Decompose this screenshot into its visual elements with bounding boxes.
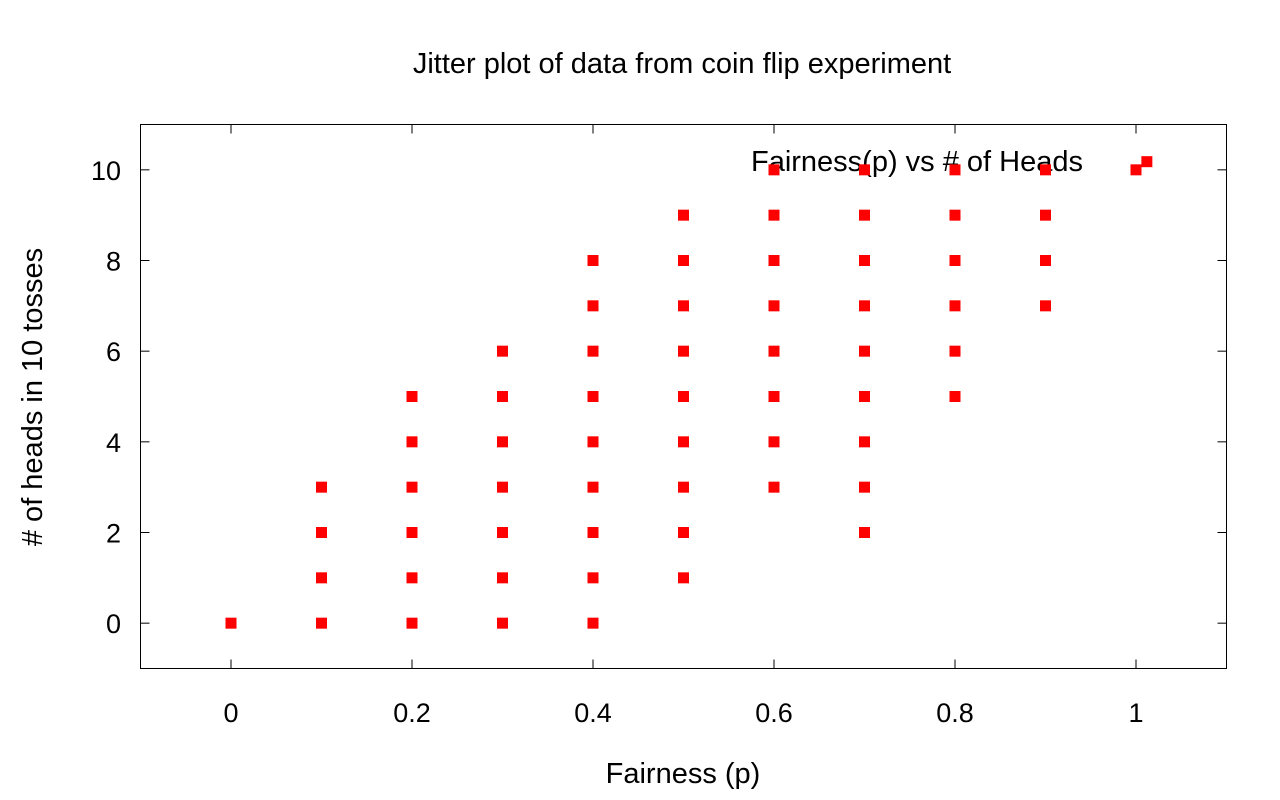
data-point xyxy=(678,391,689,402)
data-point xyxy=(497,527,508,538)
data-point xyxy=(678,527,689,538)
data-point xyxy=(497,481,508,493)
data-point xyxy=(1040,255,1051,266)
data-point xyxy=(497,572,508,584)
data-point xyxy=(768,436,780,448)
data-point xyxy=(678,300,689,312)
data-point xyxy=(587,255,599,266)
data-point xyxy=(768,391,780,402)
data-point xyxy=(768,255,780,266)
data-point xyxy=(859,391,870,402)
data-point xyxy=(406,527,418,538)
data-point xyxy=(949,255,961,266)
data-point xyxy=(225,617,237,629)
data-point xyxy=(768,481,780,493)
data-point xyxy=(587,527,599,538)
data-point xyxy=(949,345,961,357)
data-point xyxy=(406,436,418,448)
y-axis-label: # of heads in 10 tosses xyxy=(17,248,49,546)
data-point xyxy=(859,209,870,221)
data-point xyxy=(768,345,780,357)
data-point xyxy=(678,255,689,266)
data-point xyxy=(316,481,327,493)
data-point xyxy=(949,209,961,221)
data-points xyxy=(225,156,1153,629)
data-point xyxy=(678,572,689,584)
data-point xyxy=(768,164,780,176)
data-point xyxy=(859,436,870,448)
chart-title: Jitter plot of data from coin flip exper… xyxy=(413,48,951,80)
y-tick-label: 10 xyxy=(91,156,121,186)
data-point xyxy=(406,617,418,629)
data-point xyxy=(678,345,689,357)
y-tick-label: 6 xyxy=(106,337,121,367)
data-point xyxy=(859,164,870,176)
data-point xyxy=(859,345,870,357)
data-point xyxy=(497,345,508,357)
data-point xyxy=(1040,164,1051,176)
data-point xyxy=(587,391,599,402)
legend-label: Fairness(p) vs # of Heads xyxy=(751,146,1083,178)
data-point xyxy=(497,617,508,629)
y-tick-label: 4 xyxy=(106,428,121,458)
x-tick-label: 0.2 xyxy=(393,698,431,728)
data-point xyxy=(316,527,327,538)
data-point xyxy=(587,345,599,357)
data-point xyxy=(406,481,418,493)
data-point xyxy=(587,481,599,493)
data-point xyxy=(678,436,689,448)
data-point xyxy=(768,300,780,312)
data-point xyxy=(497,436,508,448)
data-point xyxy=(859,300,870,312)
data-point xyxy=(678,209,689,221)
data-point xyxy=(1040,300,1051,312)
x-tick-label: 1 xyxy=(1128,698,1143,728)
data-point xyxy=(859,481,870,493)
data-point xyxy=(497,391,508,402)
data-point xyxy=(949,164,961,176)
data-point xyxy=(406,572,418,584)
y-tick-label: 0 xyxy=(106,609,121,639)
data-point xyxy=(949,300,961,312)
y-tick-label: 8 xyxy=(106,247,121,277)
data-point xyxy=(587,617,599,629)
data-point xyxy=(949,391,961,402)
data-point xyxy=(859,527,870,538)
data-point xyxy=(587,572,599,584)
data-point xyxy=(678,481,689,493)
data-point xyxy=(1130,164,1142,176)
data-point xyxy=(587,300,599,312)
data-point xyxy=(768,209,780,221)
data-point xyxy=(1141,156,1153,168)
data-point xyxy=(406,391,418,402)
x-tick-label: 0.6 xyxy=(755,698,793,728)
data-point xyxy=(316,617,327,629)
data-point xyxy=(316,572,327,584)
legend: Fairness(p) vs # of Heads xyxy=(751,146,1083,178)
x-tick-label: 0.4 xyxy=(574,698,612,728)
y-axis: 0 2 4 6 8 10 xyxy=(91,156,1227,639)
x-tick-label: 0.8 xyxy=(936,698,974,728)
data-point xyxy=(587,436,599,448)
plot-frame xyxy=(140,124,1227,669)
data-point xyxy=(1040,209,1051,221)
data-point xyxy=(859,255,870,266)
y-tick-label: 2 xyxy=(106,519,121,549)
x-axis-label: Fairness (p) xyxy=(606,758,761,790)
x-tick-label: 0 xyxy=(223,698,238,728)
x-axis: 0 0.2 0.4 0.6 0.8 1 xyxy=(223,124,1144,728)
